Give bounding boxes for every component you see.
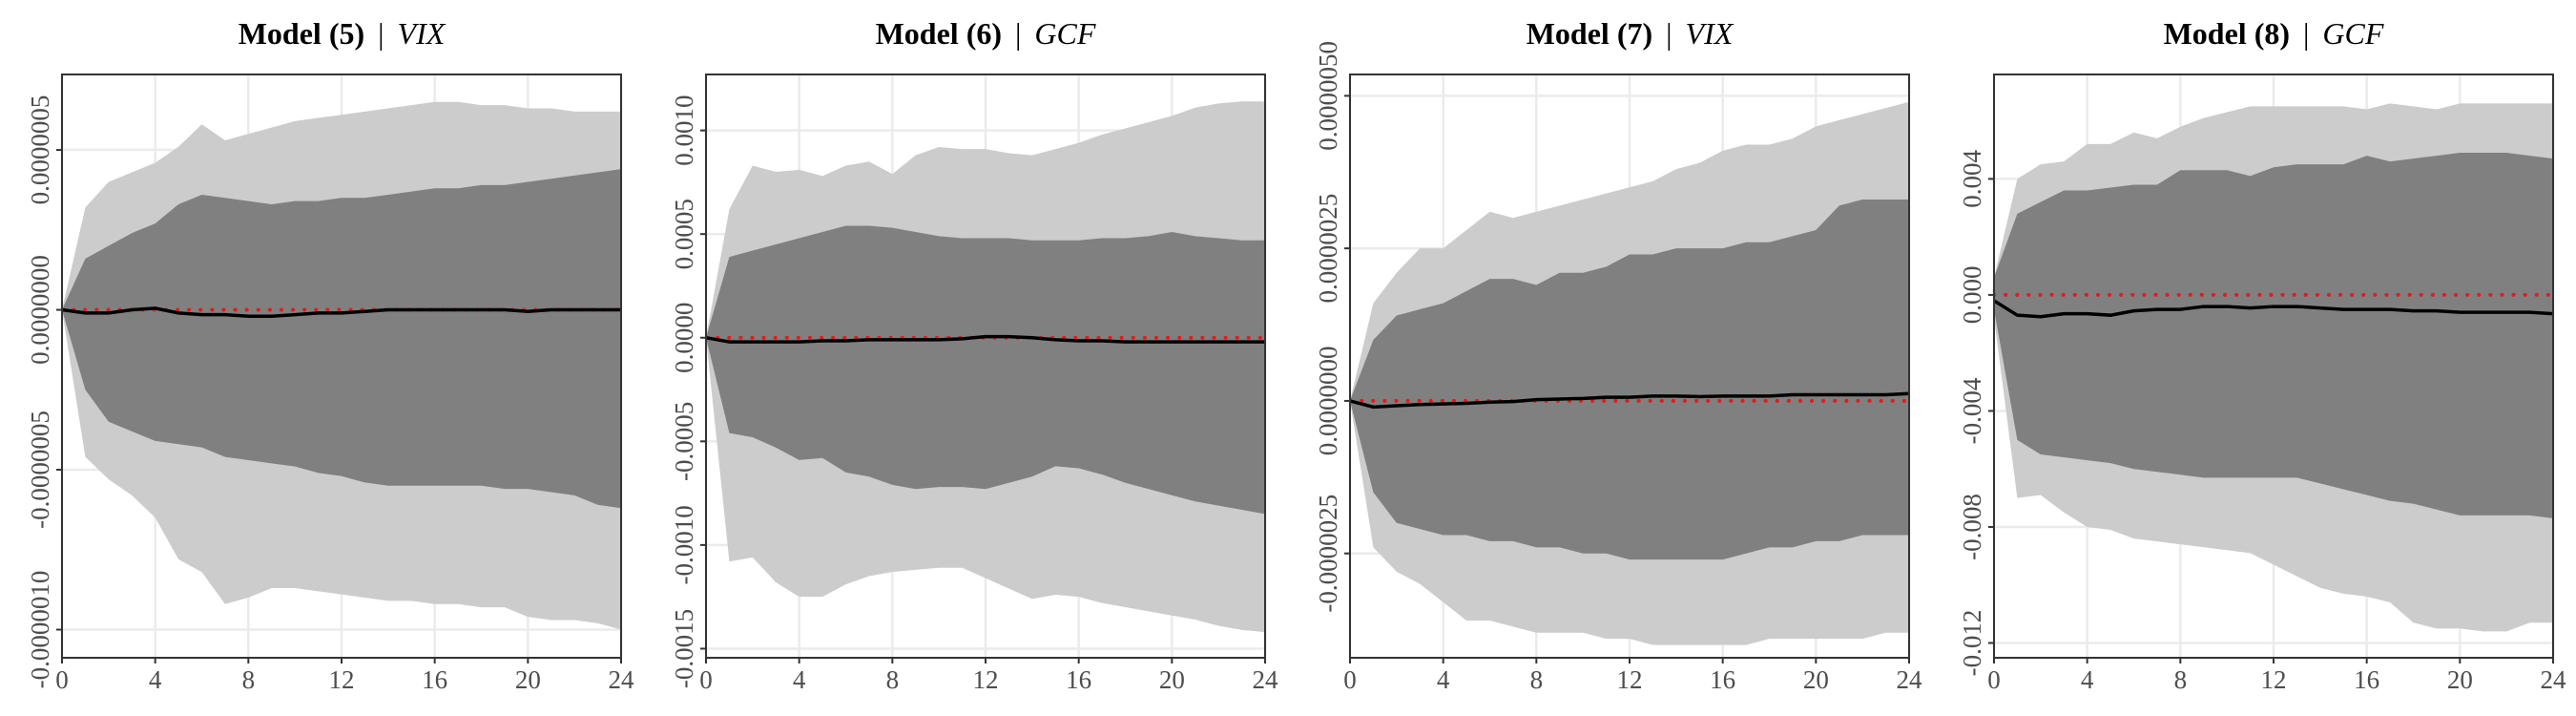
y-tick-label: 0.0005	[670, 199, 698, 269]
panel-title: Model (5) | VIX	[239, 16, 447, 51]
title-variable: VIX	[398, 16, 447, 51]
median-line	[1350, 391, 1909, 410]
x-tick-label: 24	[1253, 665, 1279, 694]
y-tick-label: -0.0000005	[26, 411, 54, 529]
x-tick-label: 12	[973, 665, 999, 694]
y-tick-label: 0.0000	[670, 303, 698, 373]
x-tick-label: 4	[793, 665, 806, 694]
x-tick-label: 20	[1803, 665, 1829, 694]
title-model: Model (8)	[2164, 16, 2290, 51]
panel-title: Model (8) | GCF	[2164, 16, 2384, 51]
median-line	[1994, 299, 2553, 319]
x-tick-label: 4	[2081, 665, 2094, 694]
y-tick-label: -0.0010	[670, 505, 698, 584]
panel: 0 4 8 12 16 20 24 -0.0015 -0.0010 -0.0005 0.0000 0.…	[670, 16, 1278, 694]
title-variable: GCF	[1034, 16, 1095, 51]
y-tick-label: -0.012	[1958, 610, 1986, 677]
x-tick-label: 12	[329, 665, 355, 694]
x-tick-label: 24	[609, 665, 635, 694]
x-tick-label: 0	[1343, 665, 1357, 694]
panel: 0 4 8 12 16 20 24 -0.012 -0.008 -0.004 0.000 0.004 M…	[1958, 16, 2566, 694]
plot-area	[1994, 103, 2553, 632]
x-tick-label: 12	[1617, 665, 1643, 694]
panel-title: Model (7) | VIX	[1527, 16, 1735, 51]
confidence-band	[706, 225, 1265, 515]
confidence-band	[62, 169, 621, 509]
x-tick-label: 20	[2447, 665, 2473, 694]
y-tick-label: 0.000	[1958, 266, 1986, 325]
y-tick-label: 0.0010	[670, 95, 698, 165]
y-tick-label: 0.0000000	[26, 255, 54, 365]
y-tick-label: 0.0000025	[1314, 194, 1342, 304]
x-tick-label: 4	[149, 665, 162, 694]
x-tick-label: 20	[1159, 665, 1185, 694]
x-tick-label: 8	[242, 665, 256, 694]
median-line	[62, 306, 621, 318]
x-tick-label: 8	[2174, 665, 2188, 694]
x-tick-label: 16	[1710, 665, 1735, 694]
y-tick-label: -0.0005	[670, 402, 698, 481]
y-tick-label: -0.0000025	[1314, 495, 1342, 613]
x-tick-label: 24	[1897, 665, 1923, 694]
x-tick-label: 20	[515, 665, 541, 694]
y-tick-label: 0.004	[1958, 150, 1986, 208]
confidence-band	[1350, 200, 1909, 560]
x-tick-label: 4	[1437, 665, 1450, 694]
plot-area	[706, 101, 1265, 633]
x-tick-label: 0	[699, 665, 713, 694]
median-line	[706, 334, 1265, 344]
title-separator: |	[2303, 16, 2309, 51]
x-tick-label: 0	[55, 665, 69, 694]
x-tick-label: 16	[1066, 665, 1091, 694]
title-separator: |	[1015, 16, 1021, 51]
title-variable: VIX	[1686, 16, 1735, 51]
y-tick-label: 0.0000050	[1314, 41, 1342, 151]
plot-area	[62, 101, 621, 630]
x-tick-label: 12	[2261, 665, 2287, 694]
panel: 0 4 8 12 16 20 24 -0.0000025 0.0000000 0.0000025 0…	[1314, 16, 1922, 694]
title-model: Model (5)	[239, 16, 364, 51]
panel: 0 4 8 12 16 20 24 -0.0000010 -0.0000005 0.0000000…	[26, 16, 634, 694]
x-tick-label: 16	[422, 665, 447, 694]
panel-title: Model (6) | GCF	[876, 16, 1096, 51]
y-tick-label: -0.008	[1958, 494, 1986, 560]
y-tick-label: -0.0015	[670, 609, 698, 688]
y-tick-label: 0.0000000	[1314, 347, 1342, 456]
x-tick-label: 8	[886, 665, 900, 694]
plot-area	[1350, 101, 1909, 645]
title-separator: |	[1666, 16, 1672, 51]
title-model: Model (6)	[876, 16, 1002, 51]
y-tick-label: -0.0000010	[26, 571, 54, 689]
x-tick-label: 8	[1530, 665, 1544, 694]
y-tick-label: 0.0000005	[26, 95, 54, 205]
title-variable: GCF	[2322, 16, 2383, 51]
y-tick-label: -0.004	[1958, 377, 1986, 444]
title-model: Model (7)	[1527, 16, 1652, 51]
x-tick-label: 0	[1987, 665, 2001, 694]
x-tick-label: 24	[2541, 665, 2567, 694]
confidence-band	[1994, 153, 2553, 518]
title-separator: |	[378, 16, 384, 51]
x-tick-label: 16	[2354, 665, 2379, 694]
